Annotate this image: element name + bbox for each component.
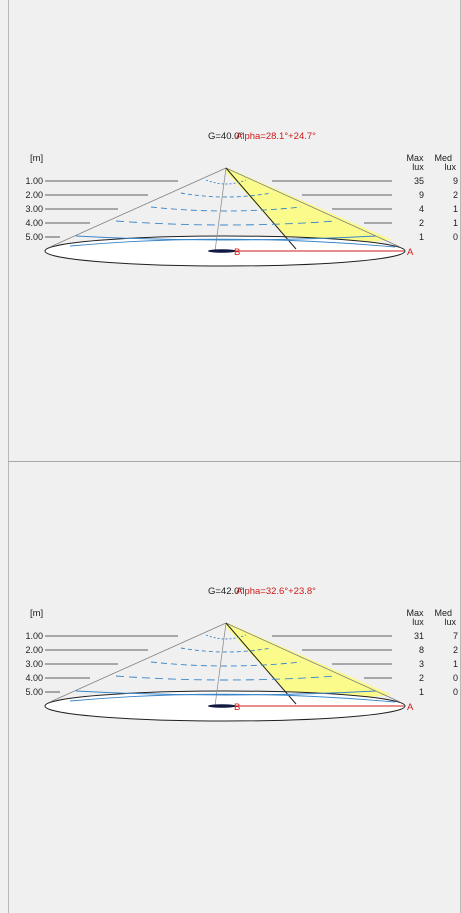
med-col-header: Med [434,608,452,618]
beam-axis-line [225,167,297,250]
med-col-unit: lux [444,162,456,172]
source-marker [208,704,236,708]
light-cone-diagram: G=42.0°Alpha=32.6°+23.8°[m] MaxluxMedlux1… [25,586,458,722]
distance-label: 3.00 [25,204,43,214]
point-a-label: A [407,247,414,258]
point-a-label: A [407,702,414,713]
point-b-label: B [234,247,240,258]
gamma-label: G=42.0° [208,586,243,597]
max-lux-value: 3 [419,659,424,669]
med-lux-value: 1 [453,204,458,214]
med-lux-value: 0 [453,687,458,697]
point-b-label: B [234,702,240,713]
cone-left-edge [49,167,227,248]
max-lux-value: 8 [419,645,424,655]
distance-label: 1.00 [25,176,43,186]
max-lux-value: 4 [419,204,424,214]
beam-highlight [226,623,380,703]
isolux-arc-4 [115,675,337,681]
isolux-arc-2 [180,192,272,198]
max-col-unit: lux [412,162,424,172]
max-lux-value: 2 [419,673,424,683]
distance-label: 1.00 [25,631,43,641]
isolux-arc-3 [150,661,302,667]
max-lux-value: 1 [419,687,424,697]
cone-right-edge [225,167,401,248]
distance-label: 3.00 [25,659,43,669]
beam-axis-line [225,622,297,705]
max-col-unit: lux [412,617,424,627]
cone-center-line [214,622,227,707]
isolux-ground-arc [69,693,396,703]
max-col-header: Max [406,153,424,163]
light-cone-diagram: G=40.0°Alpha=28.1°+24.7°[m] MaxluxMedlux1… [25,131,458,267]
distance-label: 5.00 [25,232,43,242]
med-lux-value: 0 [453,232,458,242]
isolux-arc-1 [205,179,247,185]
source-marker [208,249,236,253]
max-col-header: Max [406,608,424,618]
light-cone-panel-1: G=40.0° Alpha=28.1°+24.7° [m] Max lux Med lux 1… [0,0,461,300]
med-col-header: Med [434,153,452,163]
isolux-arc-5 [75,690,377,696]
panel-divider [8,461,461,462]
alpha-label: Alpha=28.1°+24.7° [236,131,316,142]
unit-label: [m] [30,153,43,164]
med-lux-value: 1 [453,218,458,228]
cone-center-line [214,167,227,252]
isolux-arc-5 [75,235,377,241]
alpha-label: Alpha=32.6°+23.8° [236,586,316,597]
unit-label: [m] [30,608,43,619]
beam-highlight [226,168,380,248]
isolux-ground-arc [69,238,396,248]
distance-label: 5.00 [25,687,43,697]
isolux-arc-4 [115,220,337,226]
isolux-arc-1 [205,634,247,640]
max-lux-value: 1 [419,232,424,242]
beam-highlight-edge [226,623,392,696]
distance-label: 4.00 [25,218,43,228]
beam-highlight-edge [226,168,392,241]
med-lux-value: 7 [453,631,458,641]
max-lux-value: 35 [414,176,424,186]
max-lux-value: 9 [419,190,424,200]
frame-left-border [8,0,9,913]
distance-label: 2.00 [25,645,43,655]
isolux-arc-3 [150,206,302,212]
med-lux-value: 2 [453,645,458,655]
light-cone-panel-2: G=42.0° Alpha=32.6°+23.8° [m] Max lux Med lux 1… [0,455,461,755]
max-lux-value: 31 [414,631,424,641]
distance-label: 2.00 [25,190,43,200]
max-lux-value: 2 [419,218,424,228]
cone-left-edge [49,622,227,703]
distance-label: 4.00 [25,673,43,683]
isolux-arc-2 [180,647,272,653]
cone-right-edge [225,622,401,703]
med-lux-value: 1 [453,659,458,669]
med-lux-value: 2 [453,190,458,200]
med-lux-value: 9 [453,176,458,186]
med-col-unit: lux [444,617,456,627]
med-lux-value: 0 [453,673,458,683]
gamma-label: G=40.0° [208,131,243,142]
